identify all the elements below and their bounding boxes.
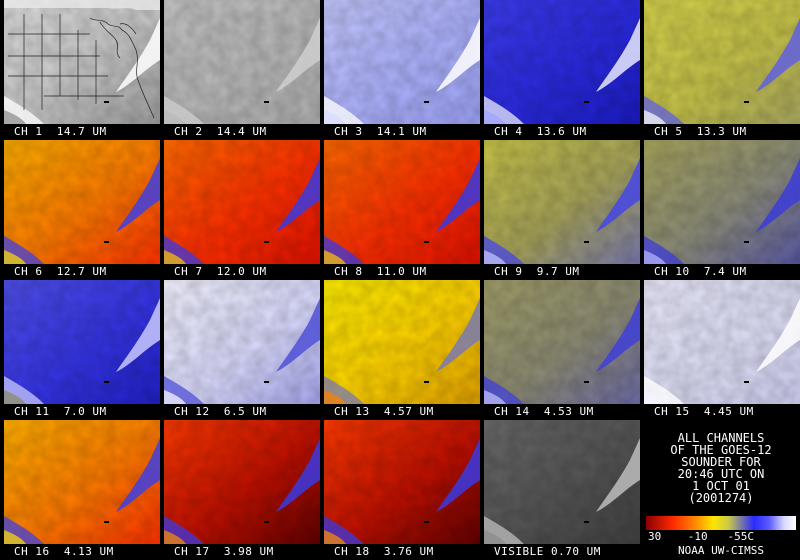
channel-label-ch5: CH 5 13.3 UM [654,125,747,138]
channel-image-ch3 [324,0,480,124]
channel-label-ch12: CH 12 6.5 UM [174,405,267,418]
channel-label-ch16: CH 16 4.13 UM [14,545,114,558]
channel-label-ch4: CH 4 13.6 UM [494,125,587,138]
channel-image-ch17 [164,420,320,544]
channel-label-vis: VISIBLE 0.70 UM [494,545,601,558]
channel-image-ch2 [164,0,320,124]
channel-label-ch3: CH 3 14.1 UM [334,125,427,138]
channel-image-ch5 [644,0,800,124]
credit-label: NOAA UW-CIMSS [677,544,765,557]
info-panel: ALL CHANNELS OF THE GOES-12 SOUNDER FOR … [642,420,800,560]
channel-label-ch7: CH 7 12.0 UM [174,265,267,278]
channel-image-ch1 [4,0,160,124]
info-line-6: (2001274) [688,491,754,505]
channel-image-ch11 [4,280,160,404]
channel-image-ch9 [484,140,640,264]
channel-image-ch16 [4,420,160,544]
channel-image-ch6 [4,140,160,264]
channel-label-ch13: CH 13 4.57 UM [334,405,434,418]
channel-label-ch18: CH 18 3.76 UM [334,545,434,558]
channel-label-ch1: CH 1 14.7 UM [14,125,107,138]
channel-image-ch13 [324,280,480,404]
channel-label-ch9: CH 9 9.7 UM [494,265,580,278]
channel-image-ch4 [484,0,640,124]
channel-label-ch11: CH 11 7.0 UM [14,405,107,418]
color-scale-bar [646,516,796,530]
color-scale-label: 30 -10 -55C [648,530,754,543]
channel-label-ch8: CH 8 11.0 UM [334,265,427,278]
info-text: ALL CHANNELS OF THE GOES-12 SOUNDER FOR … [642,432,800,504]
channel-image-vis [484,420,640,544]
channel-label-ch2: CH 2 14.4 UM [174,125,267,138]
info-line-3: SOUNDER FOR [681,455,761,469]
channel-image-ch10 [644,140,800,264]
channel-label-ch17: CH 17 3.98 UM [174,545,274,558]
channel-image-ch14 [484,280,640,404]
channel-label-ch15: CH 15 4.45 UM [654,405,754,418]
info-line-2: OF THE GOES-12 [670,443,772,457]
channel-image-ch18 [324,420,480,544]
info-line-4: 20:46 UTC ON [677,467,765,481]
channel-image-ch12 [164,280,320,404]
channel-label-ch6: CH 6 12.7 UM [14,265,107,278]
info-line-5: 1 OCT 01 [692,479,750,493]
info-line-1: ALL CHANNELS [677,431,765,445]
channel-label-ch10: CH 10 7.4 UM [654,265,747,278]
channel-image-ch8 [324,140,480,264]
channel-image-ch7 [164,140,320,264]
channel-image-ch15 [644,280,800,404]
channel-label-ch14: CH 14 4.53 UM [494,405,594,418]
